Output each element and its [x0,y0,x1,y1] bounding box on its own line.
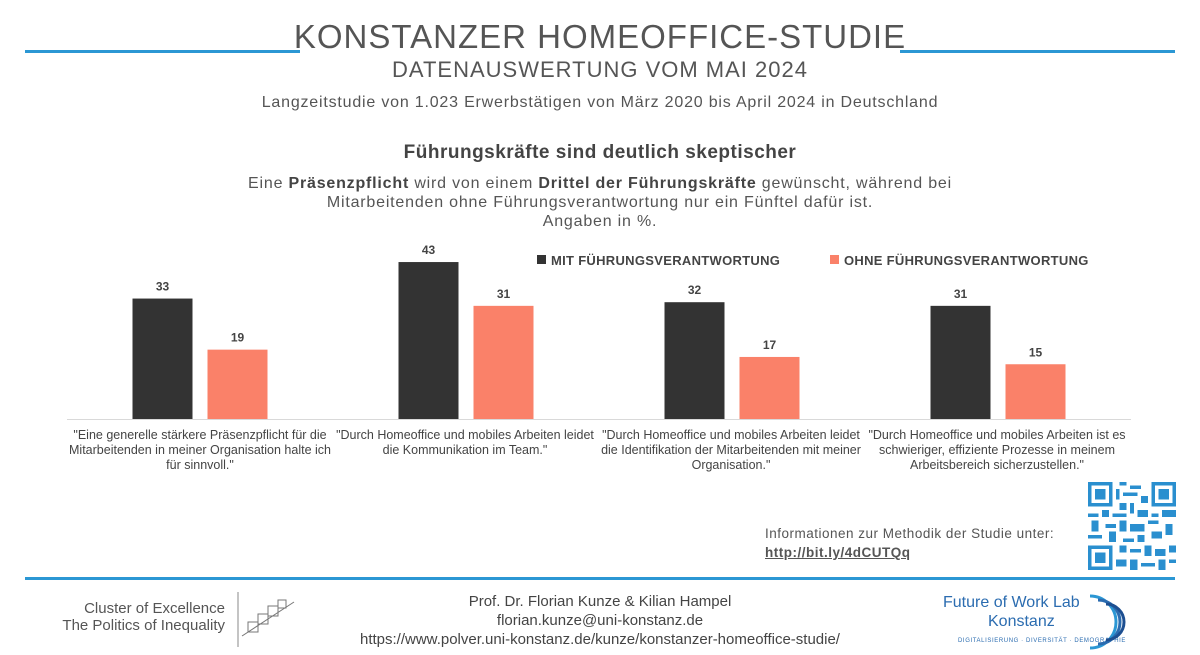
legend-item-mit: MIT FÜHRUNGSVERANTWORTUNG [537,253,780,268]
qr-code-icon[interactable] [1088,482,1176,570]
desc-part-3: wird von einem [409,175,539,192]
bar-chart: 33 19 43 31 32 17 31 15 [67,243,1131,420]
bar-value-mit-3: 32 [688,283,702,297]
bar-ohne-2 [473,305,534,419]
desc-part-2: Präsenzpflicht [288,175,410,192]
bar-value-ohne-3: 17 [763,338,777,352]
bar-mit-1 [132,298,193,419]
desc-part-5: gewünscht, während bei Mitarbeitenden oh… [326,175,952,211]
legend-label-ohne: OHNE FÜHRUNGSVERANTWORTUNG [844,253,1089,268]
desc-part-1: Eine [248,175,289,192]
legend-swatch-mit [537,255,546,264]
bar-ohne-4 [1005,364,1066,419]
header-line-right [900,50,1175,53]
desc-part-6: Angaben in %. [542,213,658,230]
bar-ohne-1 [207,349,268,419]
cluster-text: Cluster of Excellence The Politics of In… [55,600,225,634]
bar-value-ohne-2: 31 [497,287,511,301]
page-subtitle: DATENAUSWERTUNG VOM MAI 2024 [392,57,808,82]
cluster-logo-icon [237,592,295,647]
page-title: KONSTANZER HOMEOFFICE-STUDIE [293,18,907,55]
category-label-1: "Eine generelle stärkere Präsenzpflicht … [69,428,331,472]
footer-authors: Prof. Dr. Florian Kunze & Kilian Hampel … [330,592,870,649]
category-label-4: "Durch Homeoffice und mobiles Arbeiten i… [868,428,1126,472]
chart-description: Eine Präsenzpflicht wird von einem Dritt… [240,174,960,231]
lab-tagline: DIGITALISIERUNG · DIVERSITÄT · DEMOGRAPH… [958,638,1126,644]
header-line-left [25,50,300,53]
footer-line [25,577,1175,580]
category-label-2: "Durch Homeoffice und mobiles Arbeiten l… [336,428,594,457]
bar-mit-3 [664,302,725,419]
lab-name-line-2: Konstanz [988,613,1055,630]
authors-email[interactable]: florian.kunze@uni-konstanz.de [496,612,704,629]
authors-names: Prof. Dr. Florian Kunze & Kilian Hampel [468,593,732,610]
study-url[interactable]: https://www.polver.uni-konstanz.de/kunze… [360,631,840,648]
methodology-info: Informationen zur Methodik der Studie un… [765,524,1054,562]
cluster-line-2: The Politics of Inequality [62,617,225,634]
lab-name-line-1: Future of Work Lab [943,594,1080,611]
bar-mit-2 [398,262,459,419]
study-note: Langzeitstudie von 1.023 Erwerbstätigen … [261,94,939,111]
category-label-3: "Durch Homeoffice und mobiles Arbeiten l… [601,428,861,472]
bar-value-mit-1: 33 [156,280,170,294]
lab-swoosh-icon [1089,594,1126,650]
bar-value-mit-4: 31 [954,287,968,301]
methodology-link[interactable]: http://bit.ly/4dCUTQq [765,545,911,560]
bar-value-mit-2: 43 [422,243,436,257]
legend-label-mit: MIT FÜHRUNGSVERANTWORTUNG [551,253,781,268]
bar-value-ohne-4: 15 [1029,345,1043,359]
bar-mit-4 [930,305,991,419]
legend-item-ohne: OHNE FÜHRUNGSVERANTWORTUNG [830,253,1089,268]
chart-heading: Führungskräfte sind deutlich skeptischer [403,142,797,163]
legend-swatch-ohne [830,255,839,264]
methodology-label: Informationen zur Methodik der Studie un… [765,526,1055,541]
desc-part-4: Drittel der Führungskräfte [538,175,757,192]
bar-ohne-3 [739,356,800,419]
cluster-line-1: Cluster of Excellence [84,600,225,617]
future-of-work-lab-logo: Future of Work Lab Konstanz DIGITALISIER… [900,592,1150,652]
bar-value-ohne-1: 19 [231,331,245,345]
